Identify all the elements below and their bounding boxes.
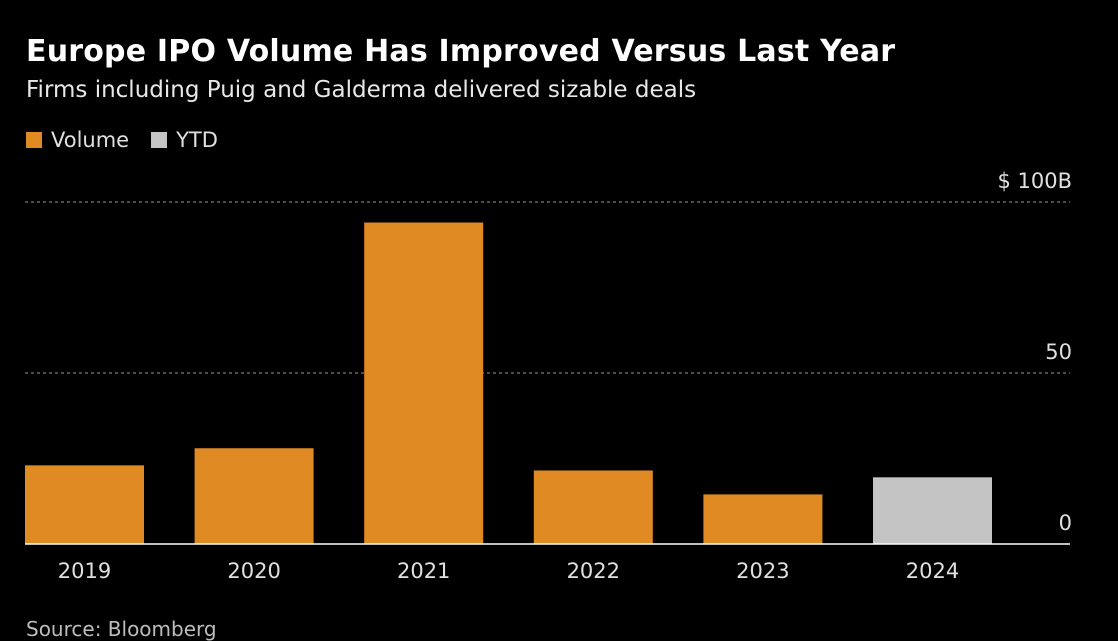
- legend-item-volume: Volume: [26, 128, 129, 152]
- legend-item-ytd: YTD: [151, 128, 218, 152]
- y-tick-label: 0: [1059, 511, 1072, 535]
- bar-2022: [533, 470, 653, 544]
- y-tick-label: $ 100B: [997, 169, 1072, 193]
- bar-2023: [703, 494, 823, 544]
- bar-2024: [873, 477, 992, 544]
- bar-2019: [25, 465, 144, 544]
- chart-subtitle: Firms including Puig and Galderma delive…: [26, 77, 697, 103]
- source-note: Source: Bloomberg: [26, 617, 217, 641]
- legend-swatch-volume: [26, 132, 42, 148]
- y-tick-label: 50: [1045, 340, 1072, 364]
- bars: [25, 222, 992, 544]
- x-tick-label: 2021: [397, 559, 450, 583]
- x-tick-label: 2020: [227, 559, 280, 583]
- chart-title: Europe IPO Volume Has Improved Versus La…: [26, 34, 896, 69]
- x-tick-label: 2024: [906, 559, 959, 583]
- axes: 0 50 $ 100B 2019 2020 2021 2022 2023 2024: [25, 169, 1072, 583]
- bar-chart: 0 50 $ 100B 2019 2020 2021 2022 2023 2024: [25, 169, 1072, 583]
- legend-swatch-ytd: [151, 132, 168, 148]
- legend-label-ytd: YTD: [176, 128, 218, 152]
- x-tick-label: 2023: [736, 559, 789, 583]
- legend-label-volume: Volume: [51, 128, 130, 152]
- legend: Volume YTD: [26, 128, 240, 152]
- x-tick-label: 2022: [567, 559, 620, 583]
- gridlines: [25, 201, 1070, 374]
- bar-2020: [194, 448, 314, 544]
- x-tick-label: 2019: [58, 559, 111, 583]
- bar-2021: [364, 222, 484, 544]
